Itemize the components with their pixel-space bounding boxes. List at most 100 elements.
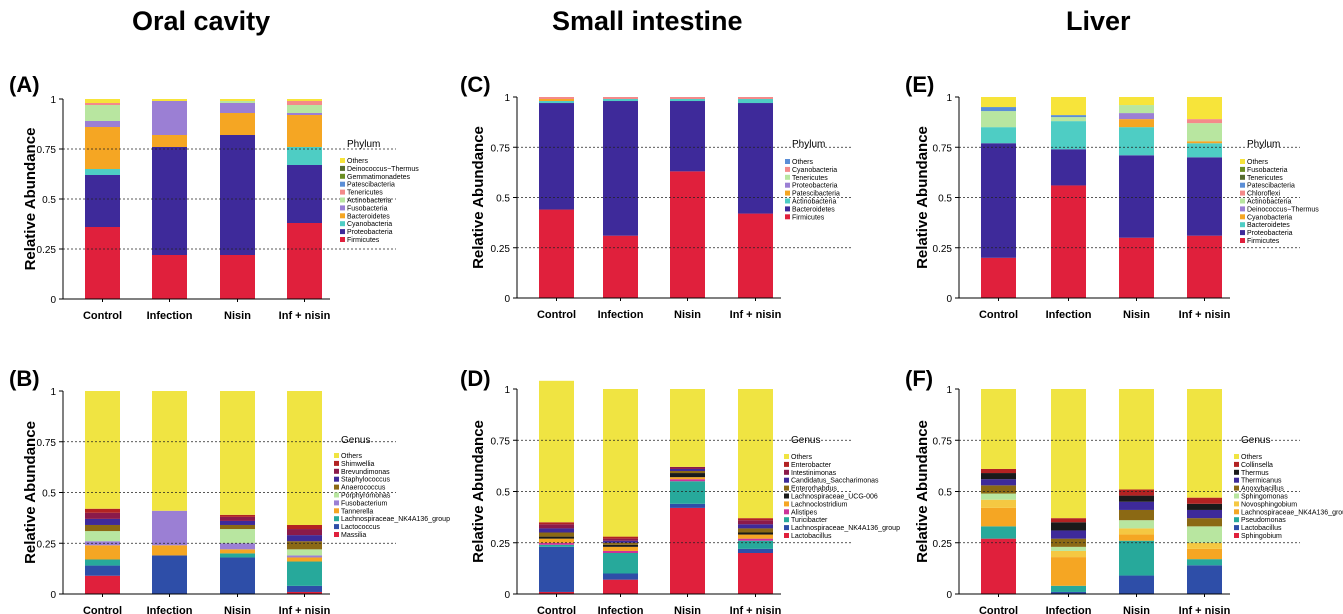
bar-segment bbox=[152, 99, 187, 101]
bar-segment bbox=[670, 468, 705, 471]
bar-segment bbox=[85, 559, 120, 566]
bar-segment bbox=[539, 380, 574, 523]
y-tick-label: 0.25 bbox=[933, 244, 953, 255]
y-tick-label: 0.5 bbox=[496, 194, 510, 205]
legend-title: Phylum bbox=[792, 139, 825, 150]
legend-entry: Lachnospiraceae_NK4A136_group bbox=[341, 516, 450, 523]
legend-swatch bbox=[784, 485, 789, 491]
bar-segment bbox=[738, 534, 773, 539]
bar-segment bbox=[670, 503, 705, 508]
bar-segment bbox=[539, 524, 574, 529]
bar-segment bbox=[220, 101, 255, 103]
bar-segment bbox=[670, 471, 705, 474]
bar-segment bbox=[287, 591, 322, 594]
bar-segment bbox=[85, 508, 120, 513]
legend-swatch bbox=[340, 197, 345, 203]
bar-segment bbox=[85, 175, 120, 227]
bar-segment bbox=[981, 143, 1016, 258]
legend-entry: Firmicutes bbox=[347, 237, 380, 244]
legend-entry: Tannerella bbox=[341, 508, 373, 515]
bar-segment bbox=[287, 561, 322, 586]
column-title-oral-cavity: Oral cavity bbox=[132, 6, 271, 36]
bar-segment bbox=[220, 549, 255, 554]
bar-segment bbox=[981, 507, 1016, 527]
legend-entry: Proteobacteria bbox=[347, 229, 393, 236]
bar-segment bbox=[1187, 497, 1222, 504]
y-tick-label: 1 bbox=[946, 385, 952, 396]
y-tick-label: 0.25 bbox=[933, 539, 953, 550]
legend-swatch bbox=[1234, 485, 1239, 491]
legend-swatch bbox=[1234, 461, 1239, 467]
bar-segment bbox=[1119, 105, 1154, 114]
legend-swatch bbox=[340, 229, 345, 235]
y-tick-label: 0.75 bbox=[933, 143, 953, 154]
legend-entry: Bacteroidetes bbox=[792, 206, 835, 213]
bar-segment bbox=[981, 499, 1016, 508]
chart-panel-1: Control Infection Nisin Inf + nisin 0 0.25 0.5… bbox=[9, 72, 419, 322]
bar-segment bbox=[738, 548, 773, 553]
bar-segment bbox=[738, 103, 773, 214]
legend-swatch bbox=[1234, 493, 1239, 499]
legend-swatch bbox=[334, 492, 339, 498]
bar-segment bbox=[152, 255, 187, 299]
legend-swatch bbox=[1234, 501, 1239, 507]
bar-segment bbox=[1051, 585, 1086, 592]
legend-swatch bbox=[785, 214, 790, 220]
legend-swatch bbox=[784, 501, 789, 507]
legend-entry: Bacteroidetes bbox=[347, 213, 390, 220]
bar-segment bbox=[85, 391, 120, 509]
bar-segment bbox=[1119, 119, 1154, 128]
panel-label: (D) bbox=[460, 366, 491, 391]
legend-swatch bbox=[1240, 206, 1245, 212]
bar-segment bbox=[220, 113, 255, 135]
bar-segment bbox=[738, 213, 773, 298]
bar-segment bbox=[1187, 548, 1222, 560]
panel-label: (F) bbox=[905, 366, 933, 391]
legend-swatch bbox=[785, 198, 790, 204]
legend-swatch bbox=[784, 509, 789, 515]
y-tick-label: 0 bbox=[946, 294, 952, 305]
bar-segment bbox=[152, 510, 187, 546]
legend-entry: Massilia bbox=[341, 532, 366, 539]
legend-entry: Sphingomonas bbox=[1241, 494, 1288, 501]
bar-segment bbox=[539, 209, 574, 298]
legend-entry: Proteobacteria bbox=[792, 183, 838, 190]
bar-segment bbox=[981, 468, 1016, 474]
legend-swatch bbox=[1240, 190, 1245, 196]
bar-segment bbox=[1051, 117, 1086, 122]
bar-segment bbox=[738, 520, 773, 525]
bar-segment bbox=[670, 477, 705, 480]
bar-segment bbox=[738, 553, 773, 594]
legend-swatch bbox=[785, 166, 790, 172]
x-tick-label: Inf + nisin bbox=[730, 605, 782, 614]
legend-entry: Firmicutes bbox=[1247, 238, 1280, 245]
bar-segment bbox=[287, 113, 322, 115]
legend-entry: Actinobacteria bbox=[347, 198, 391, 205]
legend-swatch bbox=[785, 190, 790, 196]
bar-segment bbox=[670, 466, 705, 469]
legend-swatch bbox=[784, 493, 789, 499]
bar-segment bbox=[603, 540, 638, 543]
bar-segment bbox=[1187, 389, 1222, 498]
bar-segment bbox=[1187, 542, 1222, 549]
bar-segment bbox=[287, 165, 322, 223]
y-tick-label: 0 bbox=[50, 295, 56, 306]
bar-segment bbox=[670, 389, 705, 467]
x-tick-label: Inf + nisin bbox=[279, 310, 331, 322]
bar-segment bbox=[539, 522, 574, 525]
bar-segment bbox=[603, 579, 638, 594]
bar-segment bbox=[287, 391, 322, 525]
legend-swatch bbox=[340, 165, 345, 171]
x-tick-label: Inf + nisin bbox=[1179, 605, 1231, 614]
bar-segment bbox=[220, 391, 255, 515]
x-tick-label: Infection bbox=[598, 309, 644, 321]
legend-swatch bbox=[334, 484, 339, 490]
legend-entry: Tenericutes bbox=[1247, 175, 1283, 182]
column-title-liver: Liver bbox=[1066, 6, 1131, 36]
legend-entry: Actinobacteria bbox=[1247, 199, 1291, 206]
bar-segment bbox=[603, 544, 638, 547]
y-tick-label: 1 bbox=[946, 93, 952, 104]
legend-swatch bbox=[334, 500, 339, 506]
legend-entry: Lachnoclostridium bbox=[791, 501, 848, 508]
